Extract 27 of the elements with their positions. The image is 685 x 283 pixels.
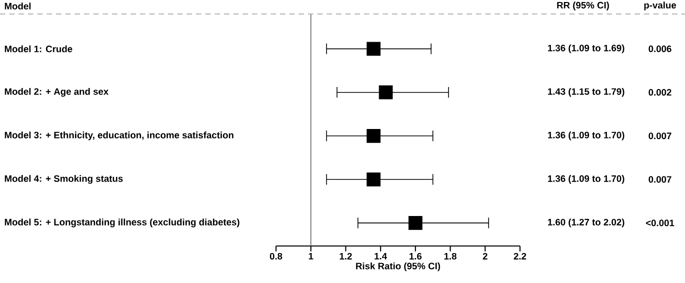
text: 0.006 [648, 46, 672, 52]
y-tick-label: Model 5: + Longstanding illness (excluding diabetes) [4, 218, 240, 228]
data-label: 1.43 (1.15 to 1.79) [548, 88, 624, 97]
x-tick-label: 2 [482, 252, 488, 260]
y-axis-title: Model [4, 2, 31, 10]
y-tick-label: Model 1: Crude [4, 45, 72, 52]
y-tick-label: Model 3: + Ethnicity, education, income satisfaction [4, 132, 234, 140]
text: p-value [644, 2, 676, 10]
text: RR (95% CI) [557, 2, 609, 10]
data-label: 1.60 (1.27 to 2.02) [548, 218, 624, 228]
text: <0.001 [646, 220, 674, 226]
x-tick-label: 1.8 [444, 252, 456, 260]
data-label: 1.36 (1.09 to 1.70) [548, 175, 624, 184]
text: 0.002 [648, 89, 672, 96]
y-tick-label: Model 2: + Age and sex [4, 88, 109, 97]
x-axis-title: Risk Ratio (95% CI) [356, 262, 440, 272]
data-label: 1.36 (1.09 to 1.70) [548, 132, 624, 140]
text: 0.007 [648, 132, 672, 140]
y-tick-label: Model 4: + Smoking status [4, 175, 123, 184]
x-tick-label: 2.2 [514, 252, 526, 260]
x-tick-label: 0.8 [270, 252, 282, 260]
text: 0.007 [648, 176, 672, 183]
data-label: 1.36 (1.09 to 1.69) [548, 44, 624, 54]
x-tick-label: 1.4 [374, 252, 388, 260]
x-tick-label: 1 [308, 252, 314, 260]
x-tick-label: 1.6 [410, 252, 422, 260]
x-tick-label: 1.2 [340, 252, 352, 260]
